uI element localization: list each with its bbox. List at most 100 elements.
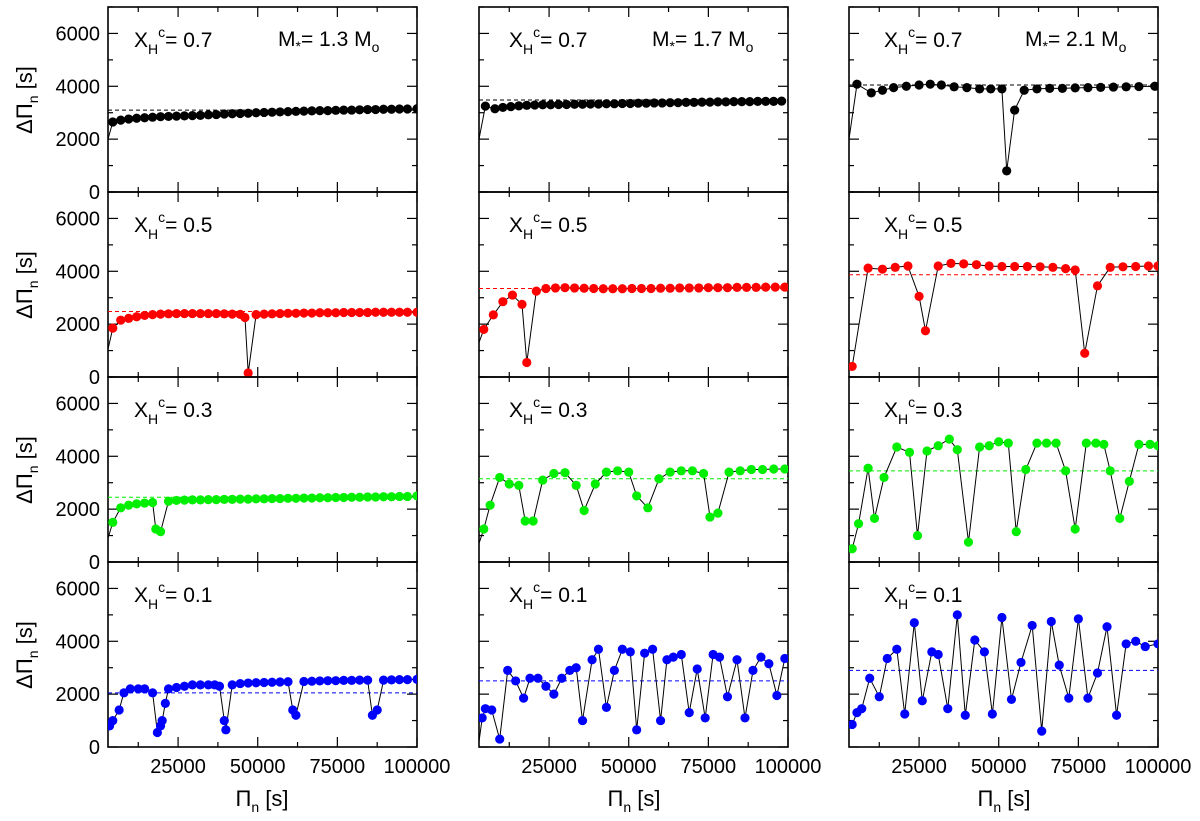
- data-point: [155, 112, 166, 122]
- data-point: [514, 480, 524, 490]
- data-point: [571, 663, 581, 673]
- data-point: [770, 282, 780, 292]
- data-point: [525, 673, 535, 683]
- data-point: [541, 681, 551, 691]
- data-point: [267, 309, 277, 319]
- data-point: [732, 655, 742, 665]
- data-point: [412, 104, 417, 114]
- xh-label: XHc= 0.5: [884, 209, 962, 242]
- y-axis-label-row-1: ΔΠn [s]: [12, 66, 41, 134]
- data-point: [863, 263, 873, 273]
- data-point: [291, 308, 301, 318]
- data-point: [904, 447, 915, 457]
- panel-r4-c2-frame: [478, 561, 789, 748]
- data-point: [625, 647, 635, 657]
- panel-r3-c3: XHc= 0.3: [848, 376, 1159, 563]
- data-point: [116, 315, 126, 325]
- y-tick-label: 6000: [56, 208, 101, 230]
- data-point: [1022, 261, 1032, 272]
- xh-label: XHc= 0.3: [884, 394, 962, 427]
- data-point: [986, 84, 996, 94]
- data-point: [668, 652, 678, 662]
- data-point: [959, 259, 969, 269]
- data-point: [713, 283, 723, 293]
- series-line: [849, 83, 1155, 171]
- data-point: [394, 307, 405, 317]
- data-point: [689, 97, 699, 108]
- xh-label: XHc= 0.7: [134, 24, 212, 57]
- x-tick-label: 50000: [601, 756, 657, 778]
- data-point: [147, 497, 158, 508]
- data-point: [179, 111, 190, 121]
- data-point: [933, 649, 943, 660]
- data-point: [203, 495, 213, 505]
- data-point: [997, 261, 1007, 272]
- data-point: [654, 474, 664, 484]
- data-point: [412, 674, 417, 684]
- data-point: [522, 357, 532, 368]
- data-point: [722, 283, 733, 293]
- data-point: [394, 675, 405, 685]
- data-point: [917, 696, 927, 706]
- data-point: [777, 96, 787, 106]
- data-point: [729, 97, 739, 107]
- data-point: [769, 464, 779, 474]
- data-point: [157, 715, 167, 726]
- data-point: [585, 99, 596, 109]
- data-point: [946, 258, 956, 268]
- data-point: [769, 96, 779, 106]
- data-point: [267, 677, 277, 687]
- data-point: [700, 713, 710, 723]
- data-point: [627, 283, 637, 294]
- data-point: [724, 467, 734, 477]
- data-point: [307, 308, 317, 318]
- data-point: [665, 283, 675, 293]
- data-point: [922, 446, 932, 456]
- data-point: [498, 297, 508, 307]
- series-group: [849, 434, 1158, 554]
- data-point: [339, 492, 349, 503]
- data-point: [579, 505, 589, 516]
- data-point: [235, 678, 245, 689]
- data-point: [203, 110, 213, 120]
- y-axis-label-row-2: ΔΠn [s]: [12, 251, 41, 319]
- data-point: [1019, 85, 1029, 95]
- data-point: [1054, 660, 1064, 670]
- data-point: [331, 105, 341, 115]
- data-point: [684, 283, 694, 293]
- y-tick-label: 6000: [56, 578, 101, 600]
- data-point: [914, 291, 924, 301]
- data-point: [259, 677, 269, 688]
- x-tick-label: 25000: [891, 756, 947, 778]
- data-point: [944, 434, 954, 444]
- data-point: [640, 648, 650, 658]
- data-point: [140, 498, 150, 508]
- data-point: [764, 659, 774, 669]
- xh-label: XHc= 0.1: [509, 579, 587, 612]
- data-point: [598, 284, 608, 294]
- data-point: [1092, 668, 1103, 678]
- data-point: [1105, 466, 1115, 476]
- panel-r2-c1-frame: [107, 191, 418, 378]
- data-point: [479, 713, 487, 723]
- data-point: [531, 286, 541, 296]
- data-point: [970, 635, 980, 645]
- data-point: [1131, 261, 1141, 272]
- data-point: [722, 692, 733, 702]
- xh-label: XHc= 0.5: [509, 209, 587, 242]
- panel-r2-c1: 0 2000 4000 6000 XHc= 0.5: [56, 191, 418, 389]
- data-point: [673, 98, 683, 108]
- data-point: [562, 99, 572, 110]
- data-point: [147, 310, 158, 320]
- data-point: [746, 464, 756, 475]
- data-point: [378, 492, 389, 502]
- data-point: [195, 308, 205, 319]
- data-point: [132, 499, 142, 509]
- x-axis-label-col-2: Πn [s]: [607, 786, 660, 815]
- data-point: [713, 97, 723, 107]
- data-point: [240, 312, 250, 323]
- data-point: [179, 308, 190, 319]
- data-point: [1121, 82, 1131, 92]
- data-point: [386, 104, 397, 114]
